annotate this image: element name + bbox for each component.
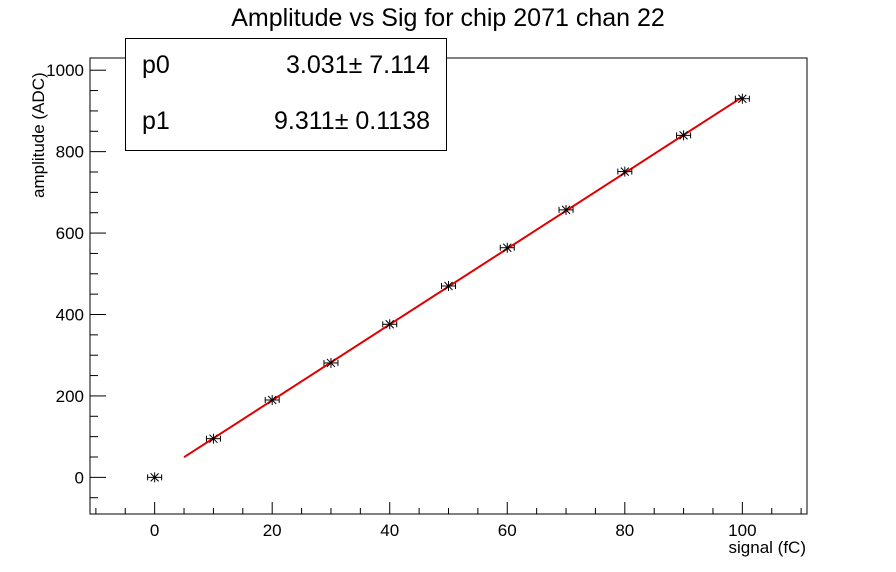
x-tick-label: 40 (380, 521, 399, 540)
data-point (617, 166, 633, 177)
data-point (382, 319, 398, 330)
data-points (147, 93, 750, 483)
data-point (558, 204, 574, 215)
data-point (264, 395, 280, 405)
x-tick-label: 20 (263, 521, 282, 540)
stats-param-value: 9.311± 0.1138 (273, 107, 430, 135)
y-tick-label: 800 (56, 143, 84, 162)
fit-stats-box: p0 3.031± 7.114 p1 9.311± 0.1138 (125, 38, 447, 151)
x-axis: 0 20 40 60 80 100 (95, 502, 802, 540)
y-axis: 0 200 400 600 800 1000 (46, 61, 106, 499)
chart-title: Amplitude vs Sig for chip 2071 chan 22 (231, 4, 665, 32)
fit-line (183, 96, 743, 459)
stats-param-name: p0 (142, 51, 170, 79)
stats-row-p0: p0 3.031± 7.114 (126, 51, 446, 91)
data-point (441, 281, 456, 291)
stats-row-p1: p1 9.311± 0.1138 (126, 107, 446, 147)
y-tick-label: 400 (56, 306, 84, 325)
data-point (147, 472, 163, 483)
stats-param-value: 3.031± 7.114 (286, 51, 430, 79)
y-tick-label: 1000 (46, 61, 84, 80)
x-axis-label: signal (fC) (728, 538, 806, 557)
data-point (205, 433, 221, 444)
x-tick-label: 60 (498, 521, 517, 540)
data-point (323, 357, 339, 368)
data-point (676, 130, 692, 141)
data-point (734, 93, 750, 104)
y-axis-label: amplitude (ADC) (29, 72, 48, 198)
y-tick-label: 600 (56, 224, 84, 243)
fit-line-group (183, 96, 743, 459)
x-tick-label: 100 (728, 521, 756, 540)
data-point (499, 242, 515, 253)
y-tick-label: 0 (75, 468, 84, 487)
x-tick-label: 0 (150, 521, 159, 540)
stats-param-name: p1 (142, 107, 170, 135)
x-tick-label: 80 (615, 521, 634, 540)
y-tick-label: 200 (56, 387, 84, 406)
